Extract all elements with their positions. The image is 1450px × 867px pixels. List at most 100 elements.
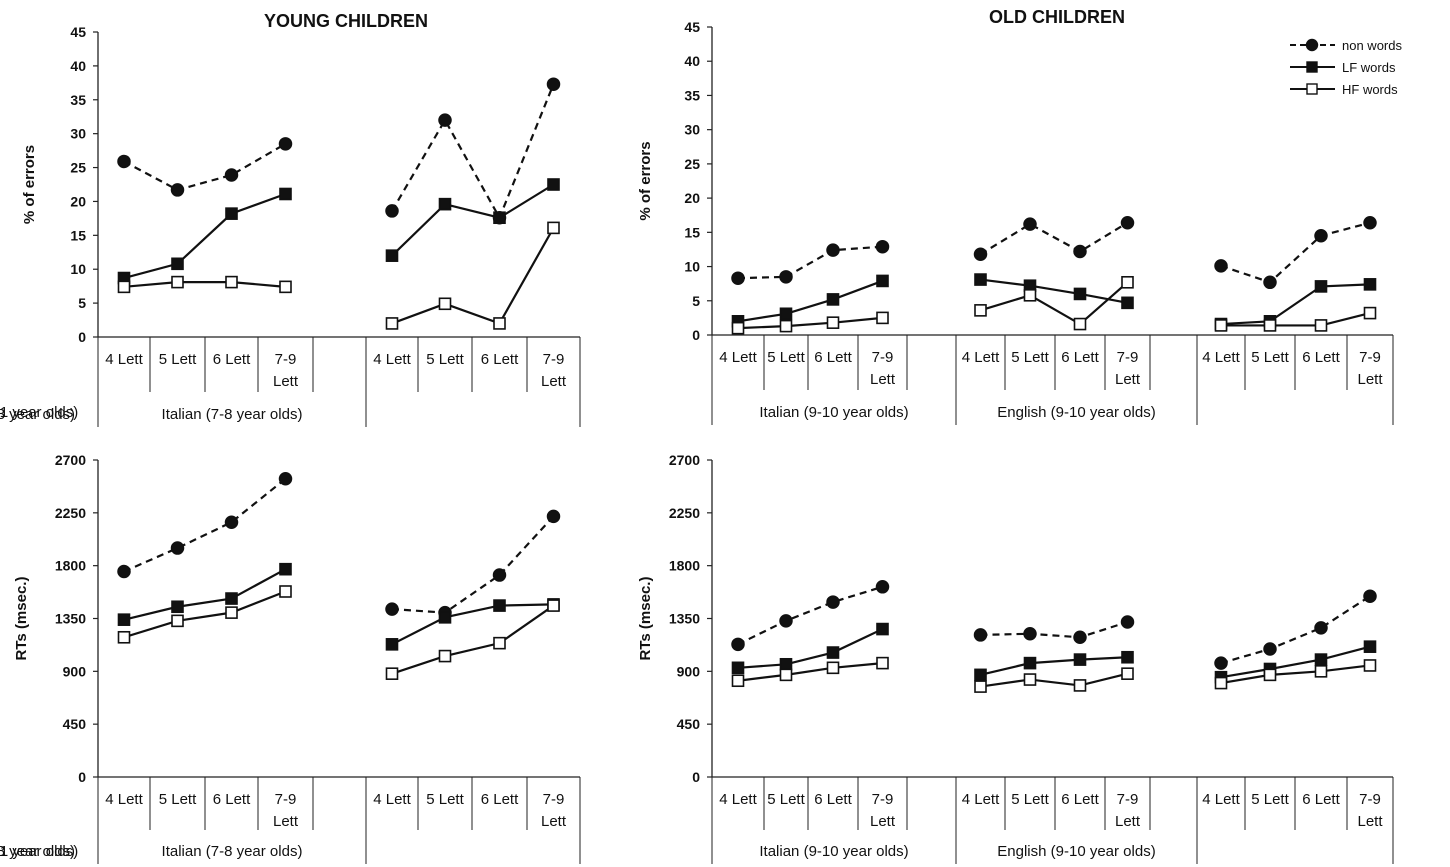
category-label: 4 Lett [719,349,757,366]
data-point [1214,656,1228,670]
data-point [1023,217,1037,231]
series-line [979,221,1129,256]
series-line [737,279,883,323]
data-point [1120,615,1135,629]
y-tick-label: 25 [70,160,86,176]
category-label: 6 Lett [1302,791,1340,808]
data-point [547,599,560,612]
category-label: Lett [541,813,567,830]
series-line [123,590,286,639]
data-point [385,249,399,262]
data-point [826,316,840,329]
category-label: Lett [870,813,896,830]
series-line [123,192,286,280]
category-label: 5 Lett [1251,349,1289,366]
category-label: 6 Lett [814,791,852,808]
data-point [385,204,399,218]
data-point [493,317,506,330]
data-point [826,595,840,609]
category-label: 7-9 [275,791,297,808]
chart-panel: 0 450 900 1350 1800 2250 2700 RTs (msec.) 4 Lett… [0,452,1394,864]
y-tick-label: 35 [70,92,86,108]
group-label: Italian (9-10 year olds) [759,404,908,421]
category-label: 5 Lett [426,791,464,808]
category-label: 5 Lett [159,351,197,368]
data-point [385,602,399,616]
y-tick-label: 2250 [669,505,700,521]
y-tick-label: 450 [677,716,701,732]
data-point [547,221,560,235]
data-point [1023,627,1037,641]
legend: non words LF words HF words [1290,38,1402,97]
series-line [980,281,1129,326]
category-label: 5 Lett [767,349,805,366]
data-point [1023,289,1037,302]
category-label: 5 Lett [1011,349,1049,366]
y-tick-label: 45 [684,19,700,35]
y-tick-label: 1350 [669,611,700,627]
series-line [391,83,555,221]
y-tick-label: 10 [70,261,86,277]
data-point [731,661,745,675]
data-point [731,637,745,652]
y-tick-label: 30 [684,122,700,138]
data-point [546,77,561,91]
data-point [438,649,452,663]
y-tick-label: 40 [684,53,700,69]
category-label: 6 Lett [213,351,251,368]
data-point [117,613,131,626]
y-axis-label: RTs (msec.) [637,577,654,661]
category-label: 5 Lett [159,791,197,808]
category-label: 6 Lett [814,349,852,366]
data-point [547,178,560,191]
data-point [876,622,889,636]
data-point [279,585,292,598]
data-point [225,275,238,289]
data-point [1073,317,1087,331]
series-line [1221,312,1371,327]
category-label: 4 Lett [719,791,757,808]
data-point [1073,287,1087,301]
y-tick-label: 900 [63,663,87,679]
data-point [876,311,889,325]
y-tick-label: 2250 [55,505,86,521]
young-children-title: YOUNG CHILDREN [264,11,428,31]
chart-panel: 0 450 900 1350 1800 2250 2700 RTs (msec.) 4 Lett… [0,452,581,864]
category-label: 7-9 [1359,791,1381,808]
y-tick-label: 45 [70,24,86,40]
y-tick-label: 20 [684,190,700,206]
category-label: 4 Lett [1202,349,1240,366]
legend-marker [1305,38,1319,52]
category-label: 4 Lett [962,349,1000,366]
data-point [1120,216,1135,230]
data-point [826,661,840,675]
category-label: 6 Lett [481,791,519,808]
data-point [438,297,452,311]
group-label: Italian (10-11 year olds) [0,843,78,860]
category-label: 6 Lett [1061,791,1099,808]
data-point [974,304,987,317]
series-line [737,245,883,280]
y-axis-label: % of errors [637,141,654,220]
category-label: Lett [1115,371,1141,388]
data-point [385,667,399,680]
data-point [826,243,840,257]
data-point [117,564,131,579]
category-label: 7-9 [872,349,894,366]
data-point [279,562,292,576]
data-point [225,592,238,605]
category-label: 7-9 [1359,349,1381,366]
legend-label: HF words [1342,82,1398,97]
series-line [123,477,287,573]
category-label: 5 Lett [426,351,464,368]
data-point [779,614,793,628]
data-point [876,656,889,670]
data-point [546,509,561,524]
data-point [225,207,238,220]
data-point [1363,306,1377,320]
data-point [117,630,131,644]
series-line [980,672,1128,688]
data-point [876,274,889,288]
data-point [492,568,507,582]
series-line [391,227,555,325]
